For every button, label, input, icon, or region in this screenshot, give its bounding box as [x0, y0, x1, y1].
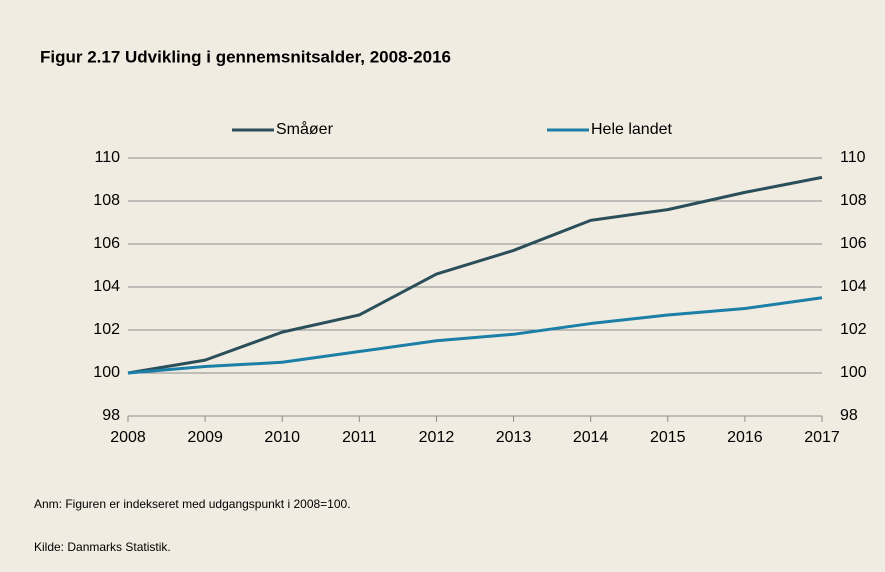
x-tick-label: 2008	[110, 429, 146, 446]
chart-title: Figur 2.17 Udvikling i gennemsnitsalder,…	[40, 47, 451, 66]
x-tick-label: 2017	[804, 429, 840, 446]
y-tick-label: 98	[102, 407, 120, 424]
x-tick-label: 2014	[573, 429, 609, 446]
x-tick-label: 2016	[727, 429, 763, 446]
note: Kilde: Danmarks Statistik.	[34, 540, 171, 554]
x-tick-label: 2010	[264, 429, 300, 446]
y-tick-label: 108	[93, 192, 120, 209]
y2-tick-label: 102	[840, 321, 867, 338]
y-tick-label: 110	[94, 149, 120, 166]
x-tick-label: 2011	[342, 429, 377, 446]
y2-tick-label: 98	[840, 407, 858, 424]
legend-label: Småøer	[276, 120, 334, 138]
y2-tick-label: 100	[840, 364, 867, 381]
series-line	[127, 296, 823, 375]
x-tick-label: 2009	[187, 429, 223, 446]
x-tick-label: 2015	[650, 429, 686, 446]
y-tick-label: 104	[93, 278, 120, 295]
note: Anm: Figuren er indekseret med udgangspu…	[34, 497, 351, 511]
legend-label: Hele landet	[591, 121, 673, 138]
series-line	[127, 175, 823, 375]
y2-tick-label: 110	[840, 149, 866, 166]
x-tick-label: 2012	[419, 429, 455, 446]
y-tick-label: 102	[93, 321, 120, 338]
y-tick-label: 100	[93, 364, 120, 381]
y2-tick-label: 108	[840, 192, 867, 209]
y2-tick-label: 106	[840, 235, 867, 252]
y-tick-label: 106	[93, 235, 120, 252]
y2-tick-label: 104	[840, 278, 867, 295]
x-tick-label: 2013	[496, 429, 532, 446]
